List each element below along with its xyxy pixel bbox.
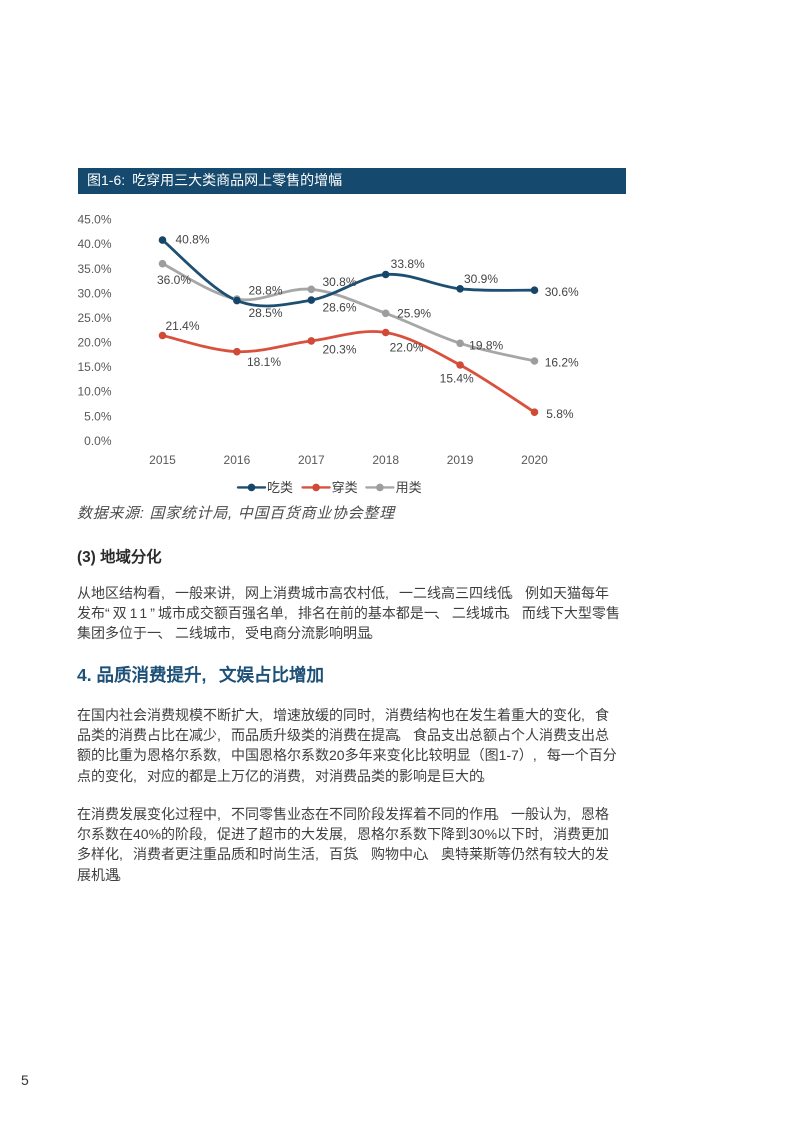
svg-text:28.8%: 28.8% (248, 284, 282, 298)
svg-text:吃类: 吃类 (267, 480, 293, 495)
svg-text:用类: 用类 (396, 480, 422, 495)
svg-text:2015: 2015 (149, 453, 176, 467)
svg-text:35.0%: 35.0% (77, 262, 111, 276)
svg-text:40.0%: 40.0% (77, 237, 111, 251)
svg-text:18.1%: 18.1% (247, 355, 281, 369)
svg-text:40.8%: 40.8% (176, 233, 210, 247)
svg-text:2019: 2019 (447, 453, 474, 467)
svg-text:10.0%: 10.0% (77, 385, 111, 399)
svg-text:穿类: 穿类 (332, 480, 358, 495)
svg-text:2017: 2017 (298, 453, 325, 467)
svg-text:30.0%: 30.0% (77, 286, 111, 300)
svg-text:45.0%: 45.0% (77, 213, 111, 227)
svg-text:20.3%: 20.3% (322, 342, 356, 356)
svg-text:30.9%: 30.9% (464, 272, 498, 286)
svg-text:30.8%: 30.8% (322, 275, 356, 289)
svg-text:2018: 2018 (372, 453, 399, 467)
svg-text:21.4%: 21.4% (165, 319, 199, 333)
svg-text:2020: 2020 (521, 453, 548, 467)
svg-text:28.5%: 28.5% (248, 306, 282, 320)
svg-text:2016: 2016 (224, 453, 251, 467)
svg-text:28.6%: 28.6% (322, 301, 356, 315)
svg-text:15.4%: 15.4% (440, 371, 474, 385)
svg-text:16.2%: 16.2% (545, 356, 579, 370)
svg-text:33.8%: 33.8% (391, 257, 425, 271)
svg-text:22.0%: 22.0% (390, 341, 424, 355)
svg-text:25.0%: 25.0% (77, 311, 111, 325)
svg-text:0.0%: 0.0% (84, 434, 112, 448)
svg-text:15.0%: 15.0% (77, 360, 111, 374)
svg-text:36.0%: 36.0% (157, 273, 191, 287)
svg-text:19.8%: 19.8% (469, 339, 503, 353)
svg-text:5.0%: 5.0% (84, 409, 112, 423)
svg-text:30.6%: 30.6% (545, 285, 579, 299)
svg-text:25.9%: 25.9% (397, 306, 431, 320)
svg-text:5.8%: 5.8% (546, 407, 574, 421)
svg-text:20.0%: 20.0% (77, 336, 111, 350)
